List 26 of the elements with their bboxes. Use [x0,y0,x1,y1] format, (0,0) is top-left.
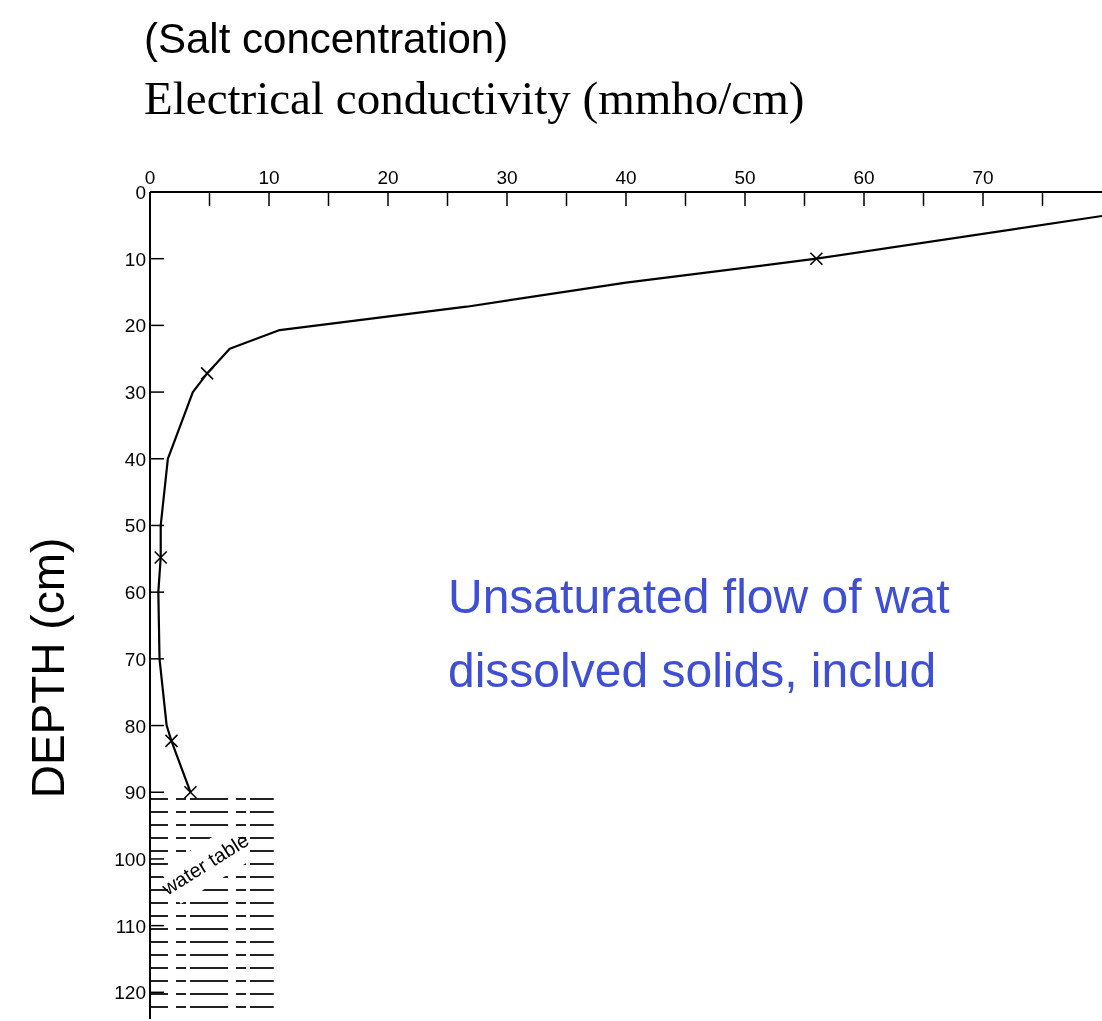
y-tick-label: 0 [135,182,146,203]
y-tick-label: 20 [124,315,146,337]
x-tick-label: 60 [853,167,875,188]
annotation: Unsaturated flow of wat [448,569,950,625]
y-axis-title: DEPTH (cm) [21,537,75,799]
band-label: water table [157,828,253,900]
y-tick-label: 50 [124,515,146,537]
x-axis-title: Electrical conductivity (mmho/cm) [144,71,805,126]
y-tick-label: 70 [124,648,146,670]
y-tick-label: 60 [124,582,146,604]
y-tick-label: 30 [124,382,146,404]
x-tick-label: 70 [972,167,994,188]
annotation: dissolved solids, includ [448,643,937,699]
y-tick-label: 110 [115,915,146,937]
x-tick-label: 40 [615,167,637,188]
y-tick-label: 90 [124,782,146,804]
y-tick-label: 40 [124,448,146,470]
y-tick-label: 80 [124,715,146,737]
y-tick-label: 100 [114,848,146,870]
x-tick-label: 30 [496,167,518,188]
y-tick-label: 10 [124,248,146,270]
y-tick-label: 120 [114,982,146,1004]
chart-title: (Salt concentration) [144,14,509,64]
x-tick-label: 10 [258,167,280,188]
x-tick-label: 20 [377,167,399,188]
x-tick-label: 50 [734,167,756,188]
